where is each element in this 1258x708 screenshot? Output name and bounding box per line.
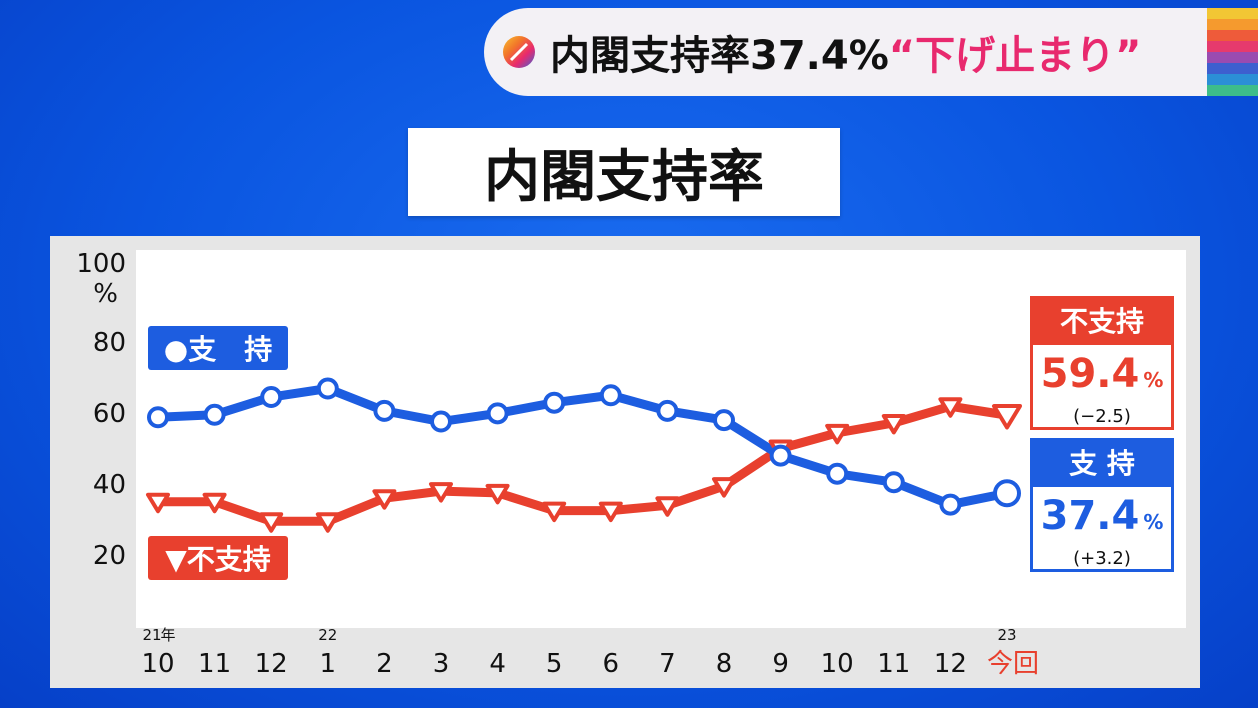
nonsupport-point — [992, 404, 1022, 430]
support-callout: 支 持 37.4% (+3.2) — [1030, 438, 1174, 572]
headline-text: 内閣支持率37.4%“下げ止まり” — [550, 23, 1141, 81]
y-tick-label: 80 — [93, 328, 126, 358]
support-point — [826, 462, 849, 485]
x-tick-label: 11 — [198, 649, 231, 679]
support-point — [147, 406, 169, 429]
nonsupport-point — [315, 512, 340, 533]
x-tick-label: 4 — [489, 649, 506, 679]
x-tick-label: 6 — [603, 649, 620, 679]
x-tick-label: 8 — [716, 649, 733, 679]
x-tick-label: 10 — [141, 649, 174, 679]
y-tick-label: 40 — [93, 470, 126, 500]
y-tick-label: 60 — [93, 399, 126, 429]
support-point — [543, 391, 566, 414]
brand-stripes — [1207, 8, 1258, 96]
legend-support: ●支 持 — [148, 326, 288, 370]
nonsupport-point — [202, 492, 227, 514]
x-tick-label: 12 — [255, 649, 288, 679]
legend-nonsupport: ▼不支持 — [148, 536, 288, 580]
series-line-nonsupport — [153, 401, 1012, 526]
x-tick-label: 5 — [546, 649, 563, 679]
chart-title: 内閣支持率 — [484, 144, 764, 210]
support-point — [713, 409, 735, 432]
nonsupport-point — [655, 496, 680, 517]
headline-bar: 内閣支持率37.4%“下げ止まり” — [484, 8, 1224, 96]
nonsupport-point — [485, 483, 510, 505]
nonsupport-point — [146, 492, 170, 514]
x-tick-label: 12 — [934, 649, 967, 679]
x-tick-label: 9 — [772, 649, 789, 679]
x-year-label: 22 — [318, 626, 337, 644]
y-tick-label: 20 — [93, 541, 126, 571]
chart-title-box: 内閣支持率 — [408, 128, 840, 216]
support-point — [260, 386, 283, 409]
chart-panel — [50, 236, 1200, 688]
plot-area — [136, 250, 1186, 628]
nonsupport-point — [429, 482, 453, 503]
nonsupport-point — [542, 501, 567, 523]
x-tick-label: 今回 — [987, 649, 1039, 679]
x-tick-label: 10 — [821, 649, 854, 679]
nonsupport-callout-label: 不支持 — [1033, 299, 1171, 345]
support-point — [993, 479, 1021, 508]
headline-accent: “下げ止まり” — [888, 33, 1142, 79]
nonsupport-callout: 不支持 59.4% (−2.5) — [1030, 296, 1174, 430]
series-line-support — [153, 384, 1012, 510]
support-callout-label: 支 持 — [1033, 441, 1171, 487]
nonsupport-point — [372, 489, 397, 510]
support-point — [769, 444, 792, 467]
x-tick-label: 11 — [877, 649, 910, 679]
x-year-label: 23 — [997, 626, 1016, 644]
nonsupport-point — [881, 413, 906, 435]
x-tick-label: 1 — [320, 649, 337, 679]
brand-logo-icon — [503, 36, 535, 68]
nonsupport-point — [712, 477, 736, 498]
nonsupport-callout-change: (−2.5) — [1073, 406, 1131, 427]
support-point — [203, 403, 226, 426]
support-point — [656, 399, 679, 422]
support-point — [882, 471, 905, 494]
nonsupport-point — [598, 501, 623, 523]
support-point — [599, 384, 622, 407]
nonsupport-point — [259, 512, 284, 533]
nonsupport-point — [825, 423, 850, 445]
nonsupport-point — [938, 397, 963, 418]
support-callout-value: 37.4% — [1040, 493, 1164, 539]
x-tick-label: 3 — [433, 649, 450, 679]
nonsupport-callout-value: 59.4% — [1040, 351, 1164, 397]
y-unit-label: % — [93, 279, 118, 309]
x-year-suffix: 年 — [160, 626, 175, 644]
support-point — [939, 493, 962, 516]
support-callout-change: (+3.2) — [1073, 548, 1131, 569]
headline-main: 内閣支持率37.4% — [550, 33, 889, 79]
support-point — [430, 410, 452, 433]
support-point — [316, 377, 339, 400]
x-year-label: 21 — [142, 626, 161, 644]
support-point — [373, 399, 396, 422]
x-tick-label: 2 — [376, 649, 393, 679]
x-tick-label: 7 — [659, 649, 676, 679]
support-point — [486, 402, 509, 425]
y-tick-label: 100 — [76, 249, 126, 279]
